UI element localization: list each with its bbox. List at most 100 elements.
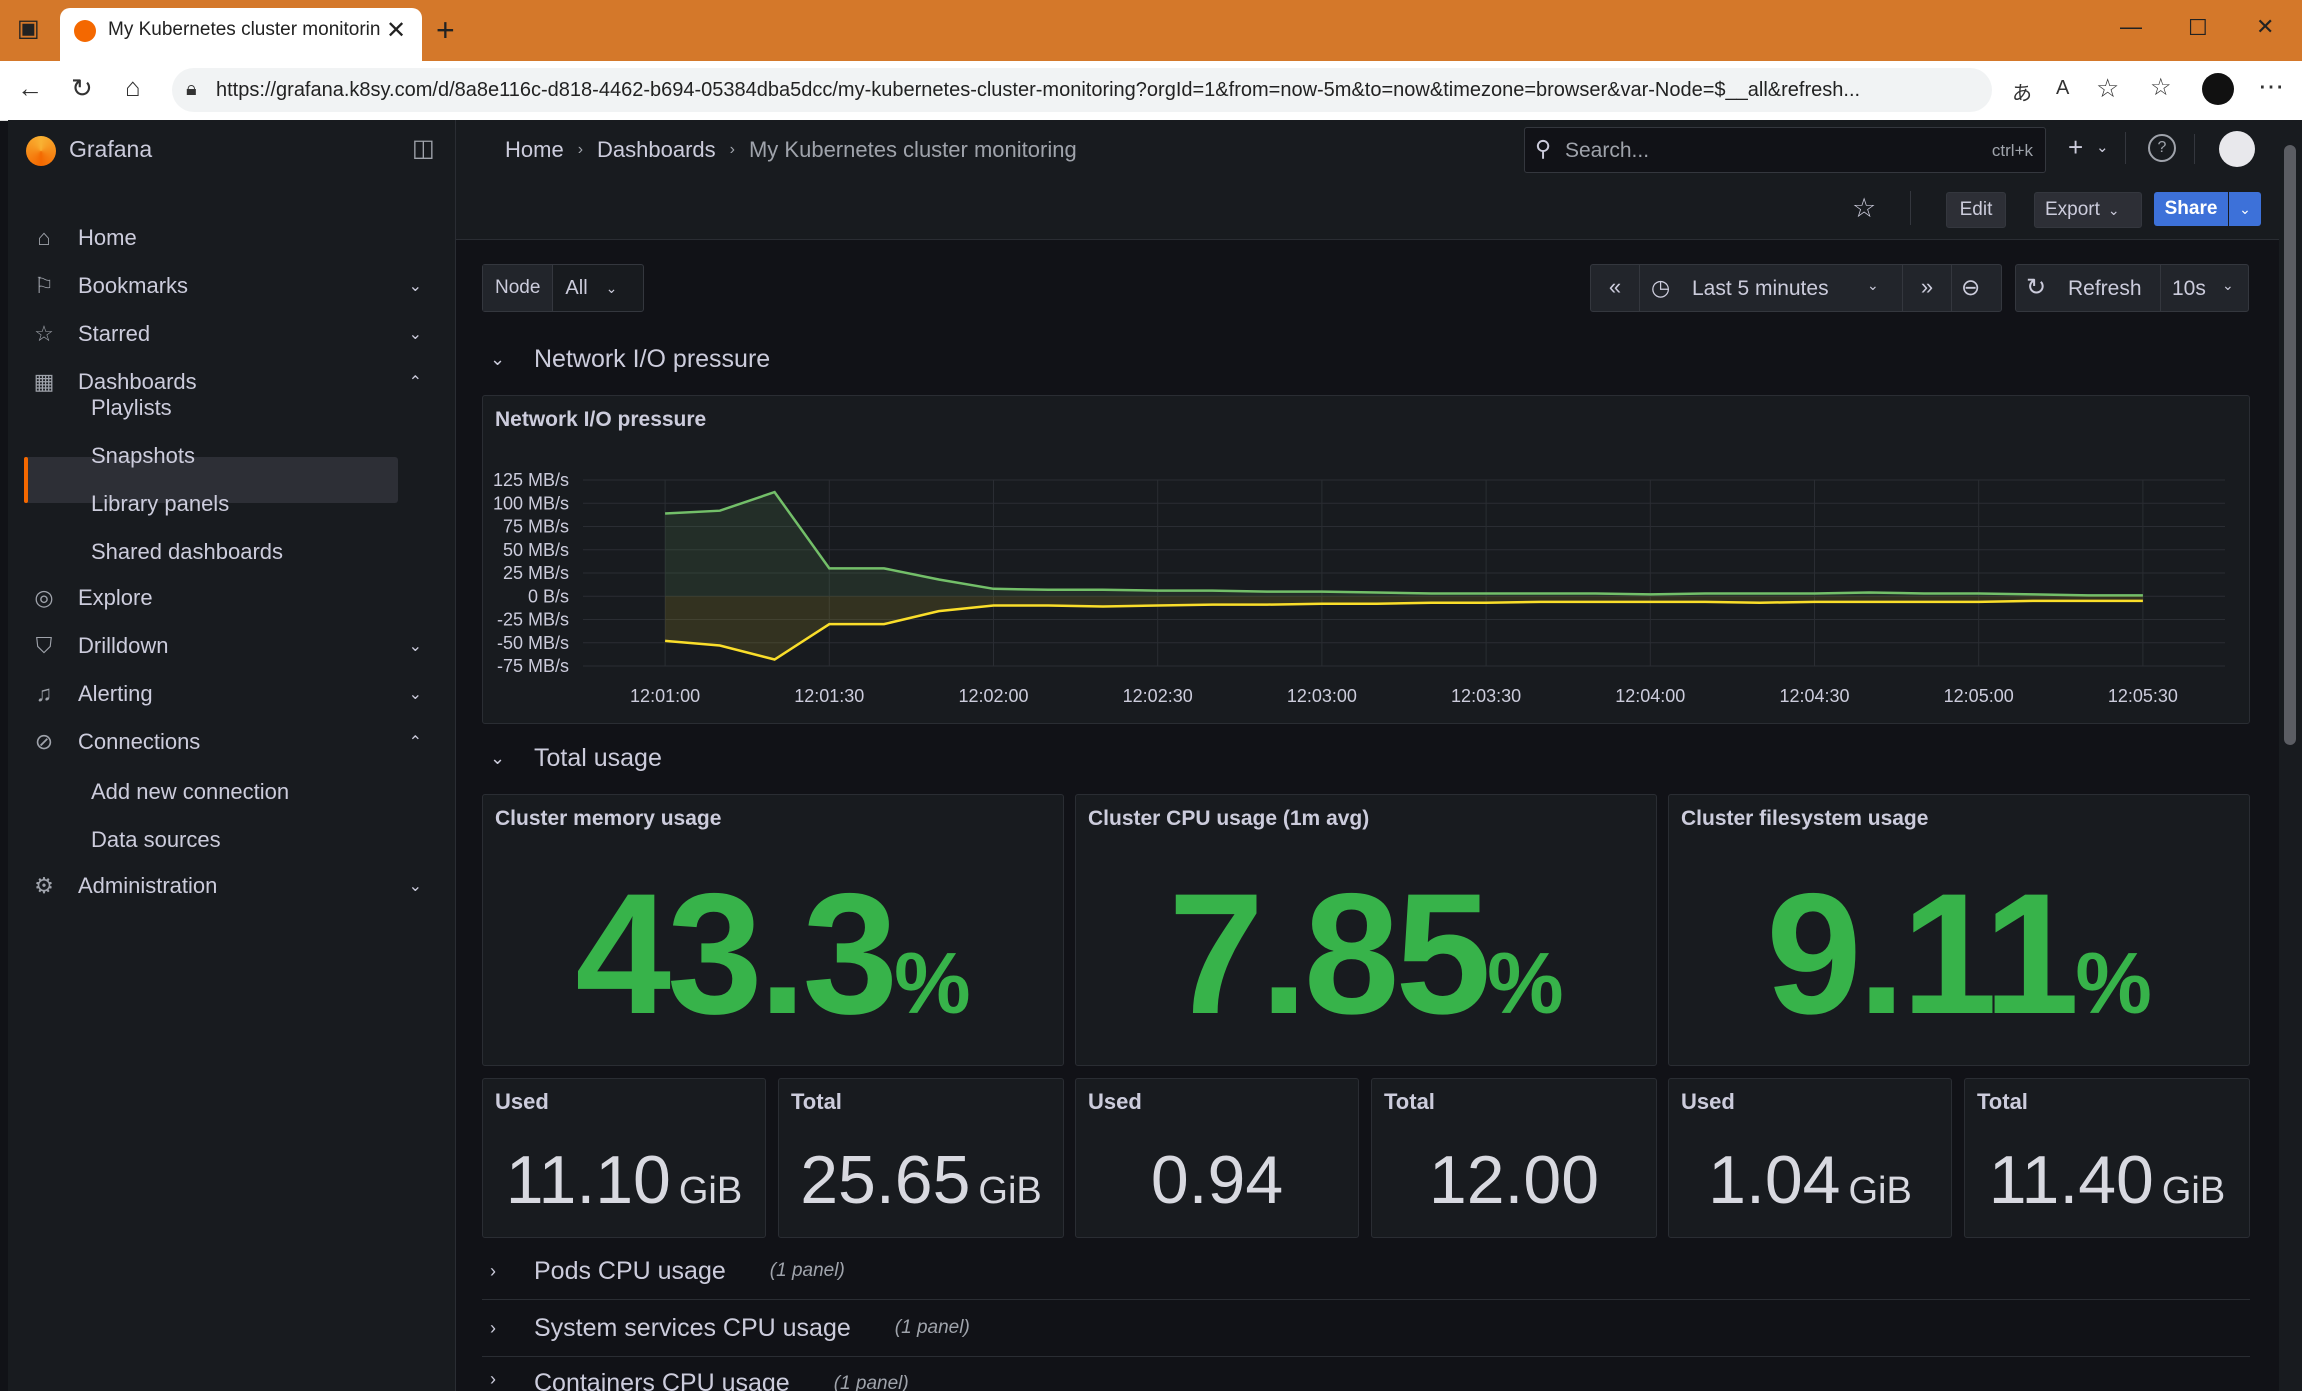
sidebar-item-dashboards-row[interactable]: ▦ Dashboards ⌃: [30, 359, 422, 405]
breadcrumb-separator-icon: ›: [729, 141, 735, 158]
refresh-button[interactable]: Refresh: [2068, 277, 2142, 300]
back-icon[interactable]: ←: [17, 73, 43, 103]
home-browser-icon[interactable]: ⌂: [125, 72, 141, 102]
reload-icon[interactable]: ↻: [71, 73, 93, 103]
sidebar-toggle-icon[interactable]: ▣: [17, 15, 40, 42]
address-bar-row: ← ↻ ⌂ 🔒︎ https://grafana.k8sy.com/d/8a8e…: [0, 61, 2302, 121]
node-variable: Node All ⌄: [482, 264, 644, 312]
chevron-down-icon[interactable]: ⌄: [408, 686, 422, 703]
breadcrumb-dashboards[interactable]: Dashboards: [597, 137, 716, 162]
chevron-down-icon[interactable]: ⌄: [408, 326, 422, 343]
stat-number: 25.65: [800, 1142, 971, 1218]
zoom-out-icon[interactable]: ⊖: [1961, 274, 1981, 300]
panel-cpu-total[interactable]: Total 12.00: [1371, 1078, 1657, 1238]
read-aloud-icon[interactable]: A: [2056, 77, 2070, 99]
star-icon: ☆: [34, 321, 54, 346]
mark-as-favorite-icon[interactable]: ☆: [1852, 193, 1877, 223]
row-containers-cpu[interactable]: › Containers CPU usage (1 panel): [482, 1357, 2250, 1391]
maximize-icon[interactable]: ☐: [2188, 15, 2208, 40]
panel-network-io[interactable]: Network I/O pressure 125 MB/s 100 MB/s 75 …: [482, 395, 2250, 724]
network-io-chart: 125 MB/s 100 MB/s 75 MB/s 50 MB/s 25 MB/s 0 B…: [493, 470, 2225, 706]
export-button[interactable]: Export ⌄: [2034, 192, 2142, 228]
add-new-icon[interactable]: +: [2068, 132, 2084, 162]
sidebar-item-library-panels[interactable]: Library panels: [91, 491, 230, 516]
x-tick-label: 12:01:30: [794, 686, 864, 706]
sidebar-item-data-sources[interactable]: Data sources: [91, 827, 221, 852]
chevron-down-icon[interactable]: ⌄: [408, 278, 422, 295]
new-tab-icon[interactable]: +: [436, 12, 455, 48]
window-close-icon[interactable]: ✕: [2256, 14, 2275, 39]
chevron-down-icon[interactable]: ⌄: [408, 638, 422, 655]
panel-memory-total[interactable]: Total 25.65 GiB: [778, 1078, 1064, 1238]
more-menu-icon[interactable]: ⋯: [2258, 71, 2284, 101]
sidebar-item-drilldown[interactable]: ⛉ Drilldown ⌄: [30, 623, 422, 669]
sidebar-item-snapshots[interactable]: Snapshots: [91, 443, 195, 468]
stat-unit: GiB: [2161, 1170, 2226, 1212]
sidebar-item-playlists[interactable]: Playlists: [91, 395, 172, 420]
panel-cluster-memory[interactable]: Cluster memory usage 43.3%: [482, 794, 1064, 1066]
sidebar-item-explore[interactable]: ◎ Explore: [30, 575, 400, 621]
chevron-down-icon[interactable]: ⌄: [605, 279, 618, 296]
stat-unit: GiB: [978, 1170, 1042, 1212]
panel-filesystem-used[interactable]: Used 1.04 GiB: [1668, 1078, 1952, 1238]
row-system-services-cpu[interactable]: › System services CPU usage (1 panel): [482, 1300, 2250, 1357]
sidebar-item-label: Dashboards: [78, 369, 197, 394]
chevron-up-icon[interactable]: ⌃: [408, 734, 422, 751]
sidebar-item-shared-dashboards[interactable]: Shared dashboards: [91, 539, 284, 564]
sidebar-item-home[interactable]: ⌂ Home: [30, 215, 400, 261]
chevron-down-icon[interactable]: ⌄: [2222, 277, 2234, 293]
sidebar-item-bookmarks[interactable]: ⚐ Bookmarks ⌄: [30, 263, 422, 309]
translate-icon[interactable]: あ: [2012, 83, 2032, 105]
stat-value: 1.04 GiB: [1669, 1141, 1951, 1219]
panel-cluster-cpu[interactable]: Cluster CPU usage (1m avg) 7.85%: [1075, 794, 1657, 1066]
edit-button[interactable]: Edit: [1946, 192, 2006, 228]
chevron-up-icon[interactable]: ⌃: [408, 374, 422, 391]
node-variable-select[interactable]: All: [565, 276, 588, 299]
refresh-interval-select[interactable]: 10s: [2172, 277, 2206, 300]
scrollbar-thumb[interactable]: [2284, 145, 2296, 745]
x-tick-label: 12:04:30: [1779, 686, 1849, 706]
close-tab-icon[interactable]: ✕: [386, 17, 407, 44]
panel-cluster-filesystem[interactable]: Cluster filesystem usage 9.11%: [1668, 794, 2250, 1066]
drilldown-icon: ⛉: [35, 633, 53, 658]
panel-filesystem-total[interactable]: Total 11.40 GiB: [1964, 1078, 2250, 1238]
panel-memory-used[interactable]: Used 11.10 GiB: [482, 1078, 766, 1238]
x-tick-label: 12:04:00: [1615, 686, 1685, 706]
sidebar-item-administration[interactable]: ⚙ Administration ⌄: [30, 863, 422, 909]
url-field[interactable]: 🔒︎ https://grafana.k8sy.com/d/8a8e116c-d…: [172, 68, 1992, 112]
panel-cpu-used[interactable]: Used 0.94: [1075, 1078, 1359, 1238]
user-avatar[interactable]: [2219, 131, 2255, 167]
time-shift-forward-icon[interactable]: »: [1902, 265, 1952, 311]
bookmark-icon: ⚐: [34, 273, 54, 298]
stat-number: 7.85: [1168, 858, 1491, 1050]
time-shift-back-icon[interactable]: «: [1591, 265, 1640, 311]
search-input[interactable]: ⚲ Search... ctrl+k: [1524, 127, 2046, 173]
sidebar-item-add-new-connection[interactable]: Add new connection: [91, 779, 290, 804]
profile-avatar-icon[interactable]: [2202, 73, 2234, 105]
favorite-icon[interactable]: ☆: [2096, 73, 2120, 103]
divider: [1910, 191, 1911, 225]
row-total-usage[interactable]: ⌄ Total usage: [490, 744, 662, 773]
site-info-icon[interactable]: 🔒︎: [186, 78, 197, 100]
chevron-down-icon[interactable]: ⌄: [1867, 277, 1879, 293]
row-pods-cpu[interactable]: › Pods CPU usage (1 panel): [482, 1243, 2250, 1300]
row-title: System services CPU usage: [534, 1313, 851, 1342]
dock-menu-icon[interactable]: ◫: [412, 135, 435, 162]
help-icon[interactable]: ?: [2148, 134, 2176, 162]
share-options-chevron-icon[interactable]: ⌄: [2229, 192, 2261, 226]
chevron-down-icon[interactable]: ⌄: [408, 878, 422, 895]
row-network-io[interactable]: ⌄ Network I/O pressure: [490, 345, 770, 374]
browser-tab[interactable]: My Kubernetes cluster monitoring ✕: [60, 8, 422, 61]
sidebar-item-starred[interactable]: ☆ Starred ⌄: [30, 311, 422, 357]
minimize-icon[interactable]: —: [2120, 14, 2142, 39]
share-button[interactable]: Share: [2154, 192, 2228, 226]
breadcrumb-home[interactable]: Home: [505, 137, 564, 162]
sidebar-item-connections[interactable]: ⊘ Connections ⌃: [30, 719, 422, 765]
stat-number: 11.10: [505, 1142, 671, 1218]
favorites-list-icon[interactable]: ☆: [2150, 74, 2172, 101]
refresh-icon[interactable]: ↻: [2026, 274, 2047, 301]
grafana-logo-icon[interactable]: [26, 136, 56, 166]
time-range-label[interactable]: Last 5 minutes: [1692, 277, 1829, 300]
add-new-chevron-icon[interactable]: ⌄: [2096, 139, 2109, 156]
sidebar-item-alerting[interactable]: ♫ Alerting ⌄: [30, 671, 422, 717]
